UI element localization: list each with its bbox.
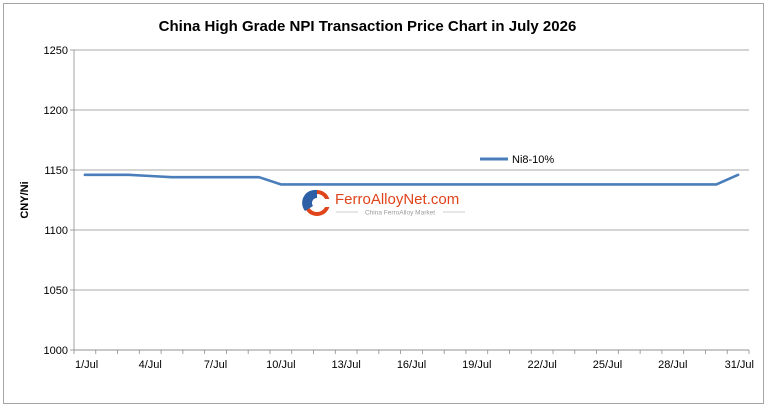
x-tick-label: 28/Jul — [658, 359, 687, 371]
y-axis-label: CNY/Ni — [19, 181, 31, 218]
x-tick-label: 16/Jul — [397, 359, 426, 371]
legend-label: Ni8-10% — [512, 154, 554, 166]
watermark: FerroAlloyNet.com China FerroAlloy Marke… — [302, 189, 465, 217]
x-tick-label: 31/Jul — [725, 359, 754, 371]
series-line — [83, 173, 740, 186]
y-tick-label: 1050 — [44, 285, 68, 297]
x-tick-label: 22/Jul — [527, 359, 556, 371]
chart-title: China High Grade NPI Transaction Price C… — [158, 18, 577, 35]
legend: Ni8-10% — [480, 154, 554, 166]
y-tick-label: 1250 — [44, 45, 68, 57]
x-tick-label: 4/Jul — [139, 359, 162, 371]
x-tick-label: 1/Jul — [75, 359, 98, 371]
x-tick-label: 7/Jul — [204, 359, 227, 371]
y-tick-label: 1000 — [44, 345, 68, 357]
watermark-logo-icon — [302, 189, 330, 216]
y-tick-label: 1150 — [44, 165, 68, 177]
axis-layer: 1000 1050 1100 1150 1200 1250 1/Jul 4/Jul 7/Jul 1… — [44, 45, 754, 371]
watermark-tagline: China FerroAlloy Market — [365, 210, 435, 217]
y-tick-label: 1200 — [44, 105, 68, 117]
x-tick-label: 10/Jul — [266, 359, 295, 371]
x-tick-label: 25/Jul — [593, 359, 622, 371]
x-tick-label: 19/Jul — [462, 359, 491, 371]
series-layer — [83, 173, 740, 186]
x-tick-label: 13/Jul — [331, 359, 360, 371]
chart-frame — [3, 3, 764, 404]
y-tick-label: 1100 — [44, 225, 68, 237]
watermark-brand: FerroAlloyNet.com — [335, 191, 459, 208]
